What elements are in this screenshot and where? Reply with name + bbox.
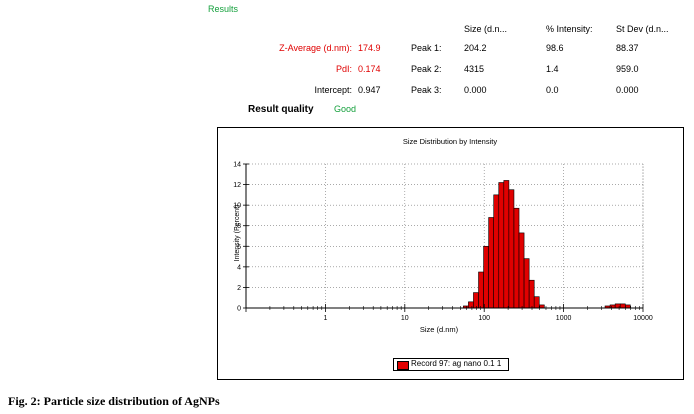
- histogram-bar: [478, 271, 484, 309]
- chart-legend: Record 97: ag nano 0.1 1: [393, 358, 509, 371]
- x-axis-label: Size (d.nm): [420, 325, 459, 334]
- histogram-bar: [528, 279, 535, 309]
- figure-caption: Fig. 2: Particle size distribution of Ag…: [8, 394, 220, 408]
- peak-size: 204.2: [464, 43, 487, 53]
- peak-size: 4315: [464, 64, 485, 74]
- peak-stdev: 88.37: [616, 43, 639, 53]
- histogram-bar: [533, 296, 540, 309]
- histogram-bar: [518, 232, 525, 309]
- legend-swatch: [397, 361, 409, 370]
- peak-stdev: 0.000: [616, 85, 639, 95]
- col-stdev-header: St Dev (d.n...: [616, 24, 669, 34]
- size-distribution-chart: Size Distribution by Intensity Size (d.n…: [233, 137, 653, 334]
- histogram-bar: [614, 303, 621, 309]
- chart-title: Size Distribution by Intensity: [403, 137, 497, 146]
- plot-area: 0 2 4 6 8 10 12 14 1 10 100 1000 10000: [233, 162, 653, 323]
- col-intensity-header: % Intensity:: [546, 24, 593, 34]
- histogram-bar: [498, 182, 505, 309]
- x-tick-label: 100: [478, 315, 490, 322]
- histogram-bar: [619, 303, 626, 309]
- results-header: Results: [208, 4, 239, 14]
- histogram-bar: [468, 301, 474, 309]
- y-tick-label: 10: [233, 203, 241, 210]
- pdi-label: PdI:: [335, 64, 352, 74]
- peak-label: Peak 2:: [411, 64, 442, 74]
- histogram-bar: [508, 189, 515, 309]
- x-tick-label: 1000: [556, 315, 572, 322]
- zavg-label: Z-Average (d.nm):: [279, 43, 352, 53]
- peak-intensity: 1.4: [546, 64, 559, 74]
- y-tick-label: 2: [237, 285, 241, 292]
- y-tick-label: 14: [233, 162, 241, 169]
- y-tick-label: 8: [237, 223, 241, 230]
- x-tick-label: 1: [323, 315, 327, 322]
- histogram-bar: [493, 194, 500, 309]
- peak-size: 0.000: [464, 85, 487, 95]
- x-tick-label: 10: [401, 315, 409, 322]
- histogram-bar: [473, 292, 479, 309]
- y-tick-label: 12: [233, 182, 241, 189]
- histogram-bar: [523, 258, 530, 309]
- intercept-label: Intercept:: [314, 85, 352, 95]
- y-axis-label: Intensity (Percent): [234, 205, 241, 262]
- intercept-value: 0.947: [358, 85, 381, 95]
- peak-label: Peak 3:: [411, 85, 442, 95]
- legend-label: Record 97: ag nano 0.1 1: [411, 359, 502, 368]
- quality-value: Good: [334, 104, 357, 114]
- y-tick-label: 0: [237, 306, 241, 313]
- x-tick-label: 10000: [633, 315, 653, 322]
- peak-label: Peak 1:: [411, 43, 442, 53]
- quality-label: Result quality: [248, 104, 314, 115]
- histogram-bar: [503, 180, 510, 309]
- peak-intensity: 98.6: [546, 43, 564, 53]
- y-tick-label: 4: [237, 264, 241, 271]
- col-size-header: Size (d.n...: [464, 24, 508, 34]
- y-tick-label: 6: [237, 244, 241, 251]
- zavg-value: 174.9: [358, 43, 381, 53]
- peak-intensity: 0.0: [546, 85, 559, 95]
- histogram-bar: [488, 217, 495, 309]
- pdi-value: 0.174: [358, 64, 381, 74]
- histogram-bar: [483, 245, 489, 309]
- plot-frame: [245, 163, 644, 309]
- histogram-bar: [513, 207, 520, 309]
- peak-stdev: 959.0: [616, 64, 639, 74]
- chart-panel: Size Distribution by Intensity Size (d.n…: [217, 127, 684, 380]
